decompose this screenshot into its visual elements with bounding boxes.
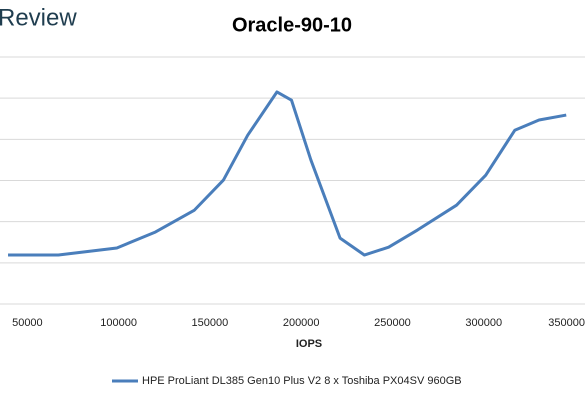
x-tick-label: 350000 [548, 317, 585, 329]
x-tick-label: 150000 [192, 317, 229, 329]
x-axis-label: IOPS [296, 338, 322, 350]
logo-text: Review [0, 4, 77, 31]
data-line [8, 90, 567, 257]
x-tick-label: 200000 [283, 317, 320, 329]
x-tick-label: 50000 [12, 317, 43, 329]
chart-title: Oracle-90-10 [232, 14, 352, 36]
x-tick-label: 300000 [465, 317, 502, 329]
legend-label: HPE ProLiant DL385 Gen10 Plus V2 8 x Tos… [142, 375, 462, 387]
x-tick-label: 100000 [100, 317, 137, 329]
x-tick-label: 250000 [374, 317, 411, 329]
